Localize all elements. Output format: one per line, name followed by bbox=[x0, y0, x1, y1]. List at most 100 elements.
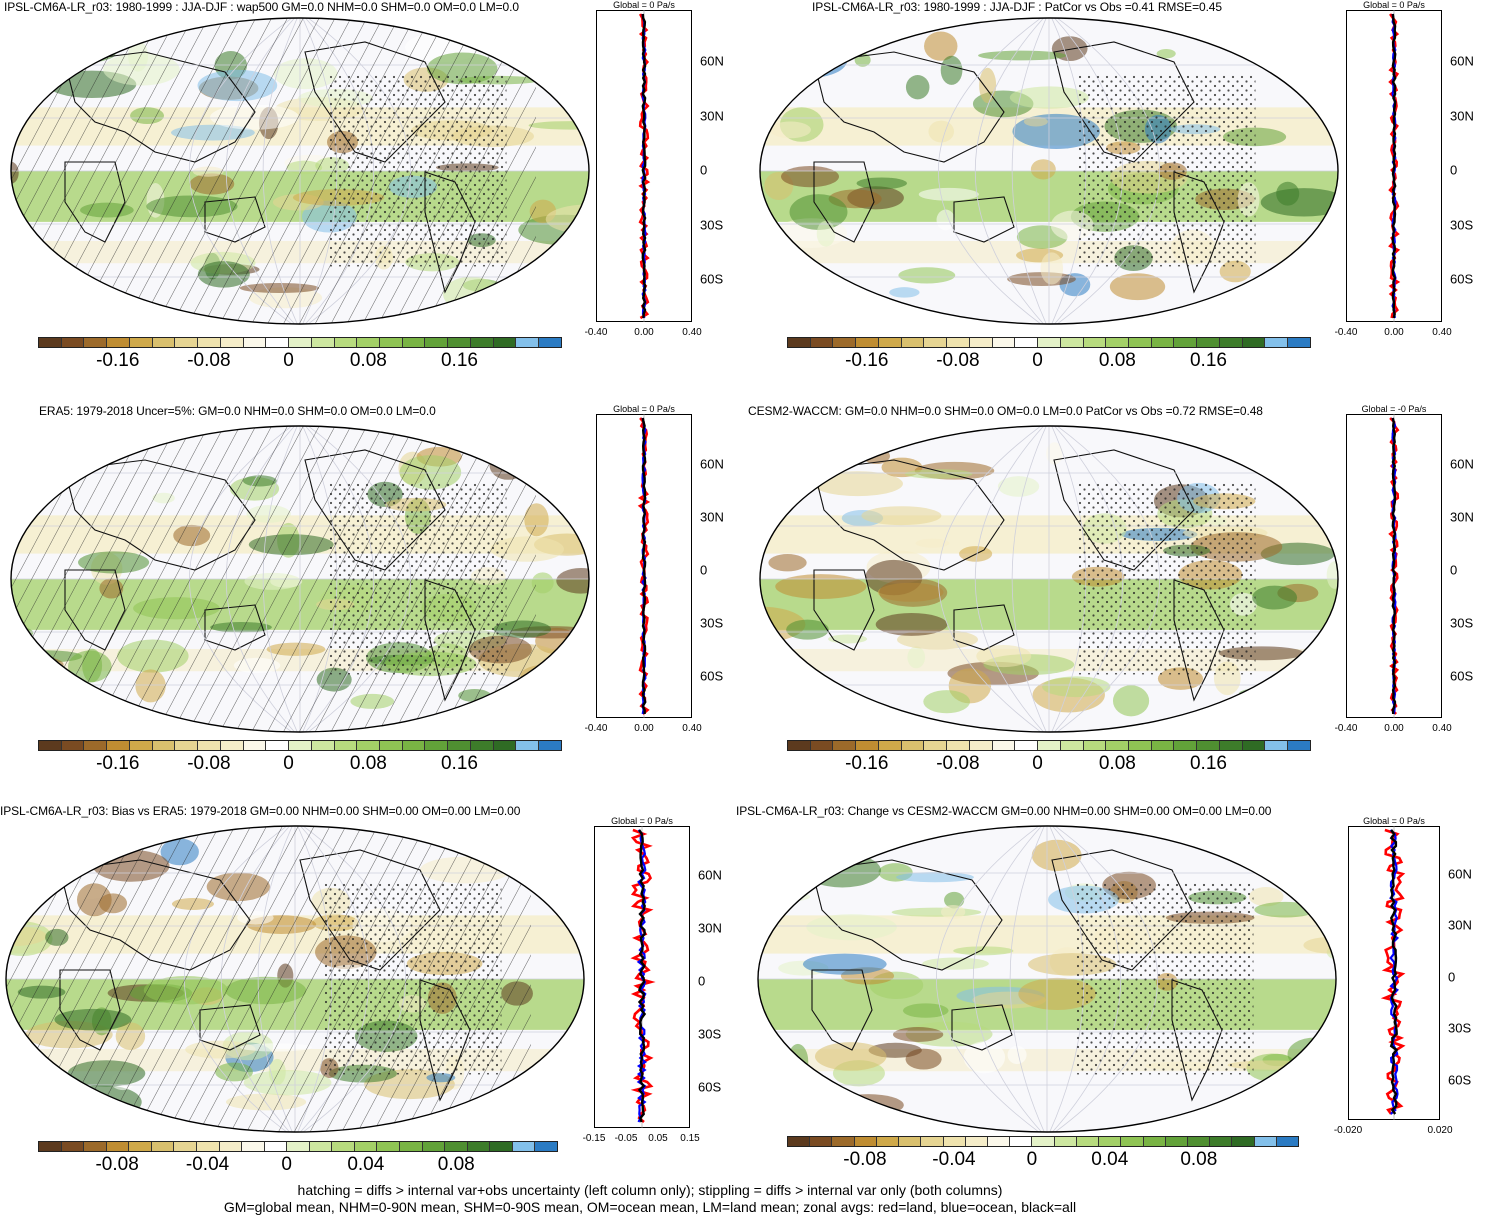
colorbar-swatch bbox=[490, 1142, 513, 1151]
colorbar-tick-label: -0.08 bbox=[936, 753, 980, 774]
zonal-mean-axes bbox=[1346, 10, 1442, 322]
colorbar-swatch bbox=[1060, 338, 1084, 347]
colorbar-swatch bbox=[332, 1142, 355, 1151]
colorbar-swatch bbox=[1265, 338, 1289, 347]
zonal-mean-plot: Global = 0 Pa/s -0.15 -0.05 0.05 0.15 60N 30N 0… bbox=[583, 816, 750, 1156]
colorbar-swatch bbox=[965, 1137, 988, 1146]
colorbar-swatch bbox=[1076, 1137, 1100, 1146]
zonal-mean-line bbox=[1389, 829, 1399, 1115]
zonal-mean-axes bbox=[596, 10, 692, 322]
colorbar-tick-label: 0 bbox=[283, 350, 294, 371]
colorbar-swatch bbox=[425, 338, 449, 347]
colorbar-swatch bbox=[445, 1142, 468, 1151]
world-map bbox=[10, 425, 590, 733]
colorbar-swatch bbox=[448, 338, 471, 347]
zonal-mean-line bbox=[637, 829, 647, 1123]
colorbar-swatch bbox=[1060, 741, 1084, 750]
colorbar-swatch bbox=[1083, 338, 1107, 347]
colorbar-swatch bbox=[901, 338, 925, 347]
zonal-x-tick-label: 0.00 bbox=[634, 723, 654, 734]
panel-p4: CESM2-WACCM: GM=0.0 NHM=0.0 SHM=0.0 OM=0… bbox=[0, 400, 1487, 800]
colorbar-swatch bbox=[1151, 741, 1175, 750]
colorbar-swatch bbox=[901, 741, 925, 750]
colorbar-tick-label: -0.08 bbox=[936, 350, 980, 371]
colorbar-swatch bbox=[422, 1142, 446, 1151]
colorbar-labels: -0.16 -0.08 0 0.08 0.16 bbox=[787, 753, 1311, 777]
colorbar-swatch bbox=[1129, 338, 1152, 347]
zonal-mean-axes bbox=[1346, 414, 1442, 718]
colorbar-swatch bbox=[810, 338, 834, 347]
colorbar-swatch bbox=[287, 1142, 310, 1151]
colorbar-tick-label: 0.08 bbox=[349, 753, 387, 774]
world-map bbox=[757, 825, 1337, 1133]
colorbar-labels: -0.08 -0.04 0 0.04 0.08 bbox=[38, 1154, 558, 1178]
zonal-x-tick-label: -0.15 bbox=[582, 1133, 606, 1144]
colorbar-swatch bbox=[539, 338, 561, 347]
latitude-label: 0 bbox=[700, 162, 708, 178]
colorbar-swatch bbox=[1083, 741, 1107, 750]
zonal-mean-title: Global = 0 Pa/s bbox=[613, 404, 675, 414]
colorbar-swatch bbox=[493, 338, 517, 347]
latitude-label: 30N bbox=[698, 920, 722, 936]
zonal-mean-line bbox=[1391, 417, 1397, 715]
colorbar-swatch bbox=[535, 1142, 557, 1151]
colorbar-swatch bbox=[84, 1142, 107, 1151]
zonal-x-tick-label: 0.00 bbox=[1384, 723, 1404, 734]
latitude-label: 30N bbox=[700, 108, 724, 124]
colorbar-swatch bbox=[61, 1142, 85, 1151]
colorbar-swatch bbox=[833, 338, 857, 347]
colorbar-swatch bbox=[129, 338, 153, 347]
zonal-mean-title: Global = 0 Pa/s bbox=[611, 816, 673, 826]
colorbar-swatch bbox=[175, 741, 199, 750]
colorbar-swatch bbox=[810, 741, 834, 750]
panel-p6: IPSL-CM6A-LR_r03: Change vs CESM2-WACCM … bbox=[0, 800, 1487, 1200]
colorbar-tick-label: 0.16 bbox=[1189, 350, 1227, 371]
latitude-label: 0 bbox=[1448, 969, 1456, 985]
colorbar-swatch bbox=[1129, 741, 1152, 750]
colorbar-swatch bbox=[987, 1137, 1011, 1146]
footer-line-1: hatching = diffs > internal var+obs unce… bbox=[297, 1182, 1003, 1198]
colorbar-tick-label: 0 bbox=[283, 753, 294, 774]
world-map bbox=[759, 17, 1339, 325]
colorbar-swatch bbox=[400, 1142, 423, 1151]
colorbar-swatch bbox=[470, 338, 494, 347]
latitude-label: 0 bbox=[1450, 162, 1458, 178]
colorbar-swatch bbox=[1015, 338, 1039, 347]
colorbar-swatch bbox=[1210, 1137, 1233, 1146]
colorbar-swatch bbox=[380, 741, 403, 750]
colorbar-swatch bbox=[354, 1142, 378, 1151]
colorbar-tick-label: 0.08 bbox=[349, 350, 387, 371]
colorbar-swatch bbox=[539, 741, 561, 750]
zonal-mean-plot: Global = 0 Pa/s -0.40 0.00 0.40 60N 30N 0 30S 60… bbox=[1335, 0, 1487, 350]
panel-title: IPSL-CM6A-LR_r03: 1980-1999 : JJA-DJF : … bbox=[4, 0, 519, 14]
zonal-mean-lines bbox=[630, 826, 656, 1128]
zonal-mean-lines bbox=[638, 10, 651, 322]
zonal-mean-lines bbox=[1380, 826, 1406, 1120]
latitude-label: 60N bbox=[700, 53, 724, 69]
colorbar-tick-label: 0.08 bbox=[1180, 1149, 1218, 1170]
zonal-x-tick-label: -0.40 bbox=[584, 327, 608, 338]
zonal-x-tick-label: -0.05 bbox=[614, 1133, 638, 1144]
latitude-label: 30S bbox=[1448, 1020, 1472, 1036]
colorbar-tick-label: 0.08 bbox=[1098, 350, 1136, 371]
colorbar-swatch bbox=[788, 338, 811, 347]
colorbar-swatch bbox=[220, 741, 244, 750]
colorbar-swatch bbox=[1151, 338, 1175, 347]
zonal-mean-lines bbox=[1388, 414, 1400, 718]
colorbar bbox=[38, 337, 562, 348]
colorbar-tick-label: -0.16 bbox=[845, 753, 889, 774]
latitude-label: 60S bbox=[1450, 668, 1474, 684]
panel-p1: IPSL-CM6A-LR_r03: 1980-1999 : JJA-DJF : … bbox=[0, 0, 1487, 400]
panel-title: IPSL-CM6A-LR_r03: Change vs CESM2-WACCM … bbox=[736, 804, 1272, 818]
zonal-x-tick-label: 0.00 bbox=[1384, 327, 1404, 338]
colorbar-swatch bbox=[152, 338, 176, 347]
colorbar-swatch bbox=[947, 741, 970, 750]
colorbar-swatch bbox=[924, 338, 948, 347]
colorbar bbox=[787, 740, 1311, 751]
colorbar-swatch bbox=[196, 1142, 220, 1151]
colorbar-swatch bbox=[243, 338, 267, 347]
colorbar-swatch bbox=[198, 741, 221, 750]
latitude-label: 30S bbox=[698, 1026, 722, 1042]
colorbar-swatch bbox=[39, 338, 62, 347]
colorbar bbox=[38, 1141, 558, 1152]
